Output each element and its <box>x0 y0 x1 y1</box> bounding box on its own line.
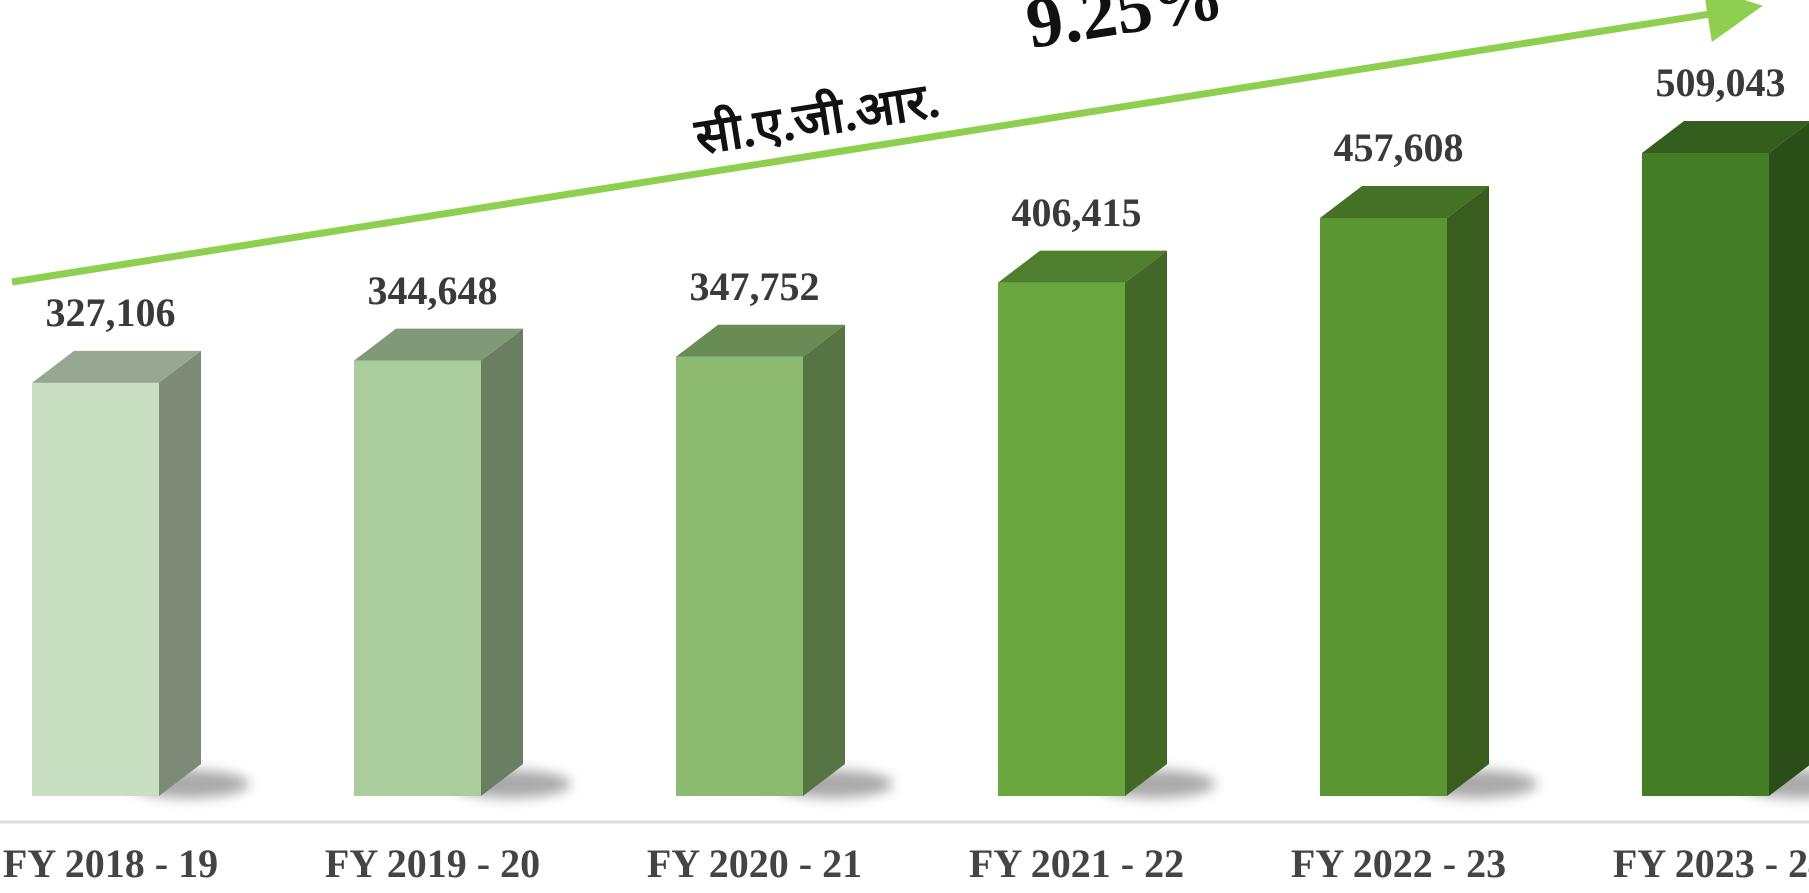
annotation-rate: 9.25% <box>1021 0 1229 64</box>
value-label: 509,043 <box>1656 60 1786 105</box>
trend-arrow <box>11 0 1763 286</box>
x-tick-label: FY 2020 - 21 <box>647 841 862 886</box>
bar-top <box>1320 185 1489 218</box>
value-label: 406,415 <box>1012 190 1142 235</box>
bar-top <box>1642 121 1809 153</box>
bar-top <box>676 324 845 357</box>
x-tick-label: FY 2023 - 24 <box>1613 841 1809 886</box>
bar <box>998 282 1125 797</box>
bar-side <box>1125 250 1167 797</box>
x-tick-label: FY 2022 - 23 <box>1291 841 1506 886</box>
bar <box>32 382 159 796</box>
bar-side <box>803 324 845 796</box>
bar-side <box>481 328 523 796</box>
annotation-text: सी.ए.जी.आर. <box>690 71 943 166</box>
bar-top <box>32 350 201 383</box>
bar-side <box>1447 185 1489 797</box>
bar-top <box>354 328 523 361</box>
value-label: 457,608 <box>1334 125 1464 170</box>
value-label: 347,752 <box>690 264 820 309</box>
bar <box>354 360 481 796</box>
x-tick-label: FY 2021 - 22 <box>969 841 1184 886</box>
bar-side <box>1769 122 1809 796</box>
value-label: 344,648 <box>368 268 498 313</box>
bar <box>676 356 803 796</box>
value-label: 327,106 <box>46 290 176 335</box>
bar <box>1642 153 1769 796</box>
x-tick-label: FY 2019 - 20 <box>325 841 540 886</box>
x-tick-label: FY 2018 - 19 <box>3 841 218 886</box>
bar-side <box>159 350 201 796</box>
bar <box>1320 217 1447 797</box>
bar-top <box>998 250 1167 283</box>
